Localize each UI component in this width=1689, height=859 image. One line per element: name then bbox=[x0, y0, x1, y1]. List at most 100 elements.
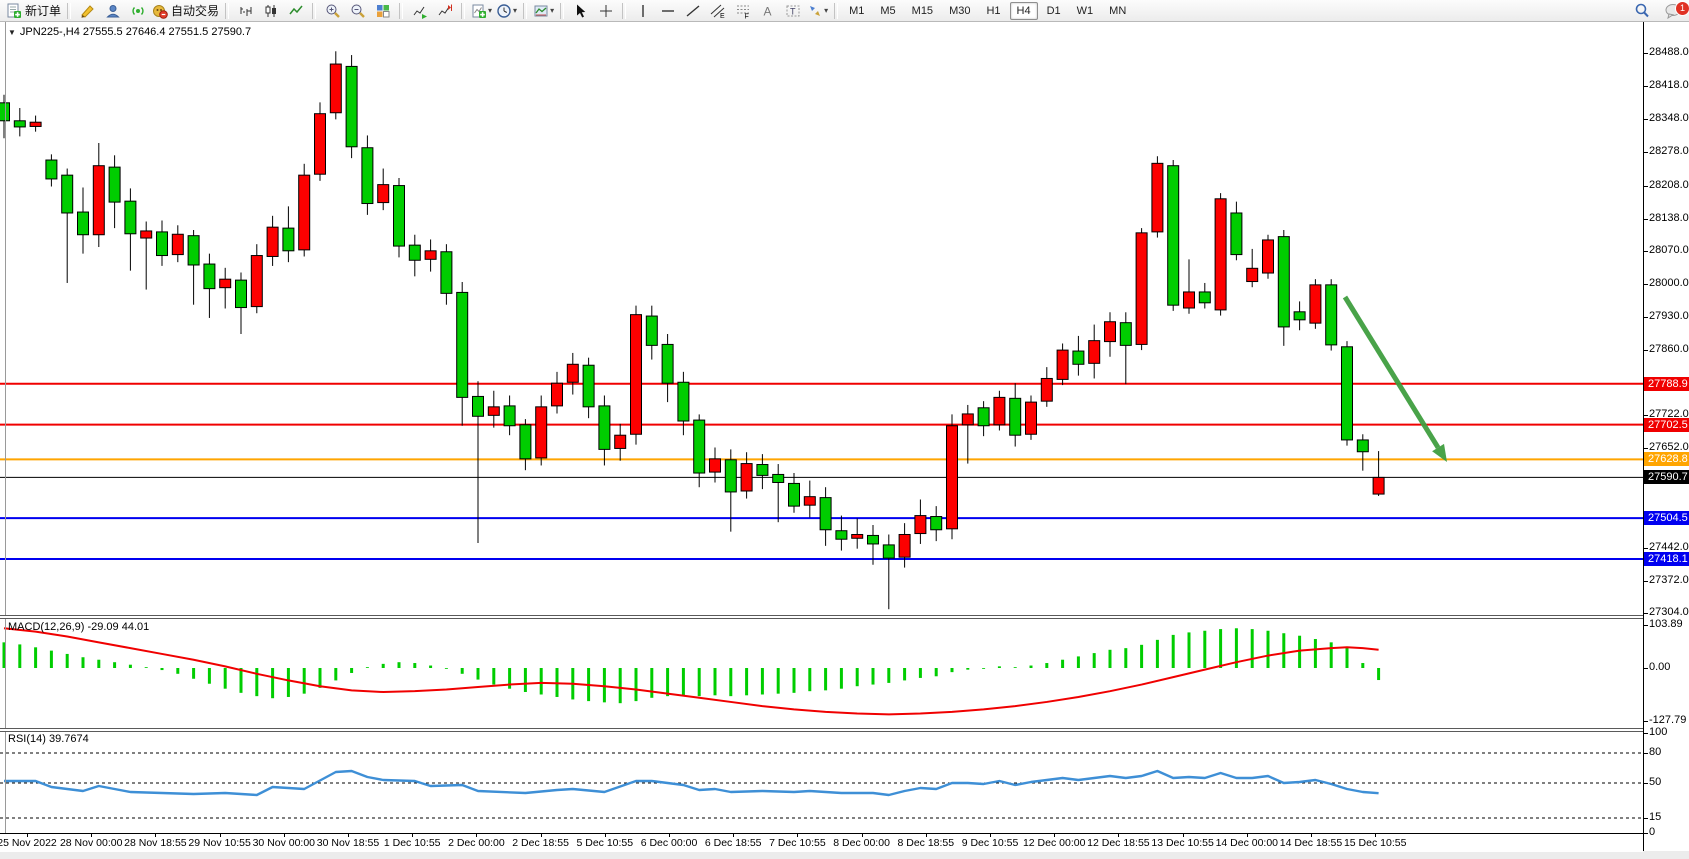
candle-body-down bbox=[661, 343, 674, 384]
candle-body-up bbox=[92, 165, 105, 236]
macd-pane[interactable] bbox=[0, 619, 1643, 728]
timeframe-h1[interactable]: H1 bbox=[986, 4, 1001, 17]
chevron-down-icon: ▾ bbox=[513, 6, 518, 15]
candle-body-down bbox=[0, 102, 10, 122]
add-indicator-button[interactable]: ▾ bbox=[469, 1, 494, 20]
auto-trading-button[interactable]: 自动交易 bbox=[150, 1, 221, 20]
price-tick-label: 27372.0 bbox=[1649, 573, 1689, 586]
auto-scroll-button[interactable] bbox=[407, 1, 432, 20]
date-label: 7 Dec 10:55 bbox=[769, 837, 826, 849]
search-button[interactable] bbox=[1629, 2, 1654, 21]
tile-windows-button[interactable] bbox=[370, 1, 395, 20]
pane-splitter-rsi[interactable] bbox=[0, 728, 1643, 732]
candle-body-up bbox=[377, 184, 390, 204]
new-order-label: 新订单 bbox=[25, 4, 62, 18]
chart-title: JPN225-,H4 27555.5 27646.4 27551.5 27590… bbox=[19, 26, 252, 38]
timeframe-m5[interactable]: M5 bbox=[880, 4, 896, 17]
rsi-canvas[interactable] bbox=[0, 731, 1643, 833]
axis-tick-mark bbox=[1644, 580, 1648, 582]
price-badge-27702.5[interactable]: 27702.5 bbox=[1644, 417, 1689, 432]
vertical-line-button[interactable] bbox=[630, 1, 655, 20]
periods-button[interactable]: ▾ bbox=[494, 1, 519, 20]
new-order-button[interactable]: 新订单 bbox=[4, 1, 63, 20]
date-label: 14 Dec 00:00 bbox=[1215, 837, 1279, 849]
signal-button[interactable] bbox=[125, 1, 150, 20]
price-badge-27590.7[interactable]: 27590.7 bbox=[1644, 470, 1689, 485]
trend-arrow-line[interactable] bbox=[1342, 295, 1441, 449]
candle-body-up bbox=[803, 496, 816, 506]
trendline-icon bbox=[685, 3, 701, 19]
rsi-line bbox=[4, 769, 1379, 797]
date-tick-mark bbox=[733, 834, 735, 837]
chart-profile-button[interactable]: ▾ bbox=[531, 1, 556, 20]
text-button[interactable]: A bbox=[755, 1, 780, 20]
candle-body-down bbox=[345, 65, 358, 148]
toolbar-separator bbox=[461, 2, 466, 19]
rsi-pane[interactable] bbox=[0, 731, 1643, 833]
timeframe-mn[interactable]: MN bbox=[1109, 4, 1127, 17]
macd-label: MACD(12,26,9) -29.09 44.01 bbox=[8, 621, 150, 633]
price-tick-label: 27860.0 bbox=[1649, 343, 1689, 356]
price-badge-27628.8[interactable]: 27628.8 bbox=[1644, 452, 1689, 467]
arrows-icon bbox=[807, 3, 823, 19]
candle-body-down bbox=[393, 185, 405, 247]
svg-text:A: A bbox=[763, 4, 771, 18]
chart-title-bar[interactable]: ▼ JPN225-,H4 27555.5 27646.4 27551.5 275… bbox=[8, 26, 251, 38]
date-tick-mark bbox=[1375, 834, 1377, 837]
axis-tick-mark bbox=[1644, 720, 1648, 722]
timeframe-m1[interactable]: M1 bbox=[849, 4, 865, 17]
zoom-out-button[interactable] bbox=[345, 1, 370, 20]
macd-canvas[interactable] bbox=[0, 619, 1643, 728]
candlestick-canvas[interactable] bbox=[0, 22, 1643, 615]
cursor-button[interactable] bbox=[568, 1, 593, 20]
notifications-button[interactable]: 1 bbox=[1660, 0, 1689, 21]
chart-window-left-border bbox=[5, 22, 6, 851]
fibonacci-button[interactable]: F bbox=[730, 1, 755, 20]
price-axis[interactable]: 28488.0 28418.0 28348.0 28278.0 28208.0 28138… bbox=[1643, 22, 1689, 851]
pane-splitter-macd[interactable] bbox=[0, 615, 1643, 619]
line-chart-button[interactable] bbox=[283, 1, 308, 20]
candle-body-down bbox=[503, 405, 516, 427]
trend-arrow-head[interactable] bbox=[1432, 443, 1447, 462]
support-button[interactable] bbox=[100, 1, 125, 20]
candle-body-up bbox=[140, 230, 153, 239]
rsi-scale-label: 100 bbox=[1649, 726, 1668, 738]
date-label: 2 Dec 00:00 bbox=[448, 837, 505, 849]
candlestick-icon bbox=[263, 3, 279, 19]
date-tick-mark bbox=[1311, 834, 1312, 837]
zoom-out-icon bbox=[350, 3, 366, 19]
zoom-in-button[interactable] bbox=[320, 1, 345, 20]
timeframe-d1[interactable]: D1 bbox=[1046, 4, 1061, 17]
crosshair-button[interactable] bbox=[593, 1, 618, 20]
date-tick-mark bbox=[91, 834, 93, 837]
label-button[interactable]: T bbox=[780, 1, 805, 20]
candle-body-up bbox=[551, 382, 563, 407]
price-chart-pane[interactable] bbox=[0, 22, 1643, 615]
price-badge-27418.1[interactable]: 27418.1 bbox=[1644, 552, 1689, 567]
signal-icon bbox=[130, 3, 146, 19]
chart-shift-button[interactable] bbox=[432, 1, 457, 20]
timeframe-w1[interactable]: W1 bbox=[1076, 4, 1094, 17]
arrows-button[interactable]: ▾ bbox=[805, 1, 830, 20]
date-tick-mark bbox=[348, 834, 349, 837]
candle-body-down bbox=[519, 424, 532, 460]
timeframe-m30[interactable]: M30 bbox=[949, 4, 971, 17]
candle-body-down bbox=[1119, 322, 1132, 346]
axis-tick-mark bbox=[1644, 152, 1648, 154]
bar-chart-button[interactable] bbox=[233, 1, 258, 20]
pencil-button[interactable] bbox=[75, 1, 100, 20]
price-badge-27788.9[interactable]: 27788.9 bbox=[1644, 376, 1689, 391]
price-badge-27504.5[interactable]: 27504.5 bbox=[1644, 511, 1689, 526]
channel-button[interactable]: E bbox=[705, 1, 730, 20]
price-tick-label: 27304.0 bbox=[1649, 605, 1689, 618]
horizontal-line-button[interactable] bbox=[655, 1, 680, 20]
date-tick-mark bbox=[604, 834, 606, 837]
price-tick-label: 27442.0 bbox=[1649, 540, 1689, 553]
timeframe-m15[interactable]: M15 bbox=[911, 4, 934, 17]
date-tick-mark bbox=[27, 834, 28, 837]
date-axis[interactable]: 25 Nov 2022 28 Nov 00:00 28 Nov 18:55 29 No… bbox=[0, 833, 1643, 852]
candlestick-button[interactable] bbox=[258, 1, 283, 20]
trendline-button[interactable] bbox=[680, 1, 705, 20]
timeframe-h4[interactable]: H4 bbox=[1009, 1, 1038, 20]
candle-body-down bbox=[1356, 439, 1369, 453]
